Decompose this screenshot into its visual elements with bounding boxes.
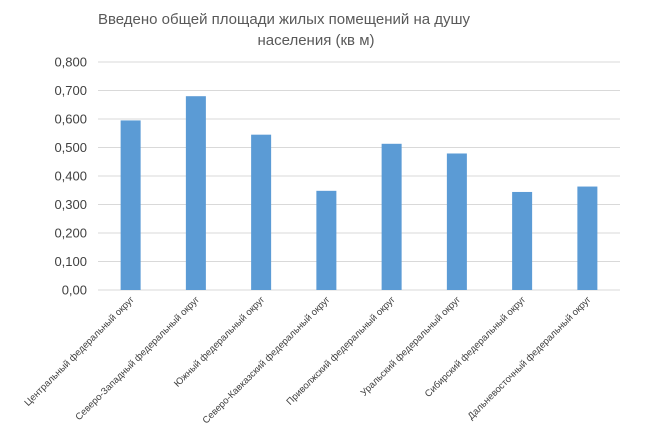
y-gridlines xyxy=(98,61,620,291)
x-category-label: Приволжский федеральный округ xyxy=(285,294,399,408)
chart-title-line-1: Введено общей площади жилых помещений на… xyxy=(98,11,471,28)
y-tick-label: 0,800 xyxy=(54,55,87,70)
y-tick-label: 0,700 xyxy=(54,83,87,98)
y-tick-label: 0,00 xyxy=(62,283,87,298)
x-axis-category-labels: Центральный федеральный округСеверо-Запа… xyxy=(22,294,593,426)
y-axis-tick-labels: 0,00 0,100 0,200 0,300 0,400 0,500 0,600 0,700 0… xyxy=(54,55,87,298)
y-tick-label: 0,500 xyxy=(54,140,87,155)
x-category-label: Центральный федеральный округ xyxy=(22,294,137,409)
chart-title-line-2: населения (кв м) xyxy=(257,32,374,49)
y-tick-label: 0,200 xyxy=(54,226,87,241)
x-category-label: Дальневосточный федеральный округ xyxy=(466,294,594,422)
bar xyxy=(316,190,337,290)
x-category-label: Северо-Кавказский федеральный округ xyxy=(201,294,333,426)
bar xyxy=(512,191,533,290)
y-tick-label: 0,600 xyxy=(54,112,87,127)
bars xyxy=(120,96,598,290)
y-tick-label: 0,300 xyxy=(54,197,87,212)
x-category-label: Северо-Западный федеральный округ xyxy=(73,294,202,423)
bar xyxy=(381,143,402,290)
y-tick-label: 0,100 xyxy=(54,254,87,269)
bar xyxy=(446,153,467,290)
bar xyxy=(185,96,206,290)
bar xyxy=(120,120,141,290)
y-tick-label: 0,400 xyxy=(54,169,87,184)
bar xyxy=(577,186,598,290)
bar xyxy=(251,134,272,290)
